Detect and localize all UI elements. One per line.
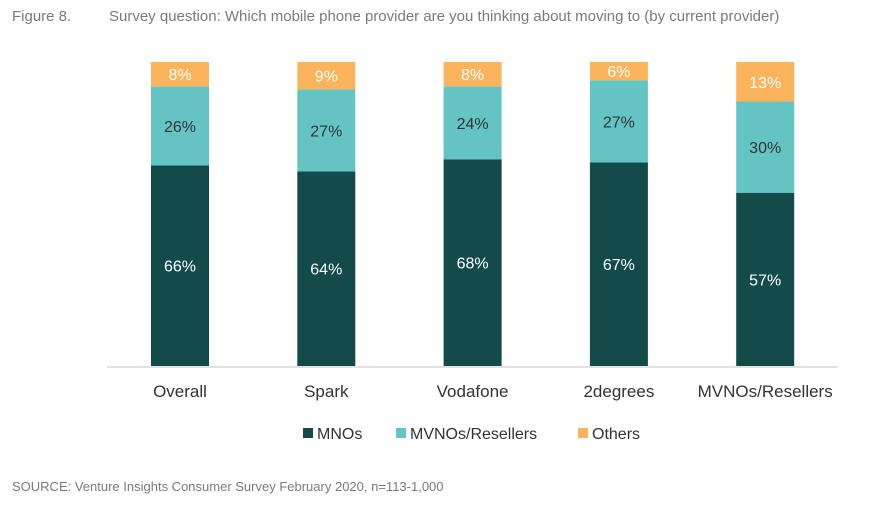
data-label: 9% [315, 69, 338, 86]
figure-title: Figure 8. Survey question: Which mobile p… [12, 8, 779, 25]
data-label: 8% [461, 67, 484, 84]
legend-label: MNOs [317, 426, 362, 443]
bar-mnos [151, 165, 209, 366]
bar-mvnos-resellers [589, 80, 648, 163]
bar-mnos [443, 159, 502, 366]
bar-others [589, 62, 648, 81]
bar-mvnos-resellers [151, 86, 209, 166]
x-tick-label: 2degrees [583, 382, 654, 401]
data-label: 27% [603, 114, 635, 131]
legend-label: MVNOs/Resellers [410, 426, 537, 443]
legend-swatch [578, 428, 588, 438]
bar-mnos [297, 171, 356, 366]
legend-swatch [396, 428, 406, 438]
data-label: 24% [457, 116, 489, 133]
source-note: SOURCE: Venture Insights Consumer Survey… [12, 479, 444, 494]
data-label: 67% [603, 257, 635, 274]
data-label: 26% [164, 119, 196, 136]
data-label: 64% [310, 262, 342, 279]
x-tick-label: Spark [304, 382, 349, 401]
bar-mvnos-resellers [443, 86, 502, 160]
legend-label: Others [592, 426, 640, 443]
data-label: 13% [749, 75, 781, 92]
data-label: 57% [749, 272, 781, 289]
bar-mvnos-resellers [736, 101, 795, 193]
bar-mnos [589, 162, 648, 366]
data-label: 8% [168, 67, 191, 84]
data-label: 68% [457, 256, 489, 273]
figure-title-text: Survey question: Which mobile phone prov… [109, 8, 780, 25]
figure-number: Figure 8. [12, 8, 72, 25]
bar-others [443, 62, 502, 87]
x-tick-label: Vodafone [437, 382, 509, 401]
bar-others [151, 62, 209, 87]
bar-others [736, 62, 795, 102]
legend-swatch [303, 428, 313, 438]
data-label: 6% [607, 64, 630, 81]
data-label: 27% [310, 123, 342, 140]
bar-mvnos-resellers [297, 89, 356, 172]
x-tick-label: MVNOs/Resellers [698, 382, 833, 401]
bar-mnos [736, 192, 795, 366]
data-label: 66% [164, 259, 196, 276]
data-label: 30% [749, 140, 781, 157]
bar-others [297, 62, 356, 90]
x-tick-label: Overall [153, 382, 207, 401]
